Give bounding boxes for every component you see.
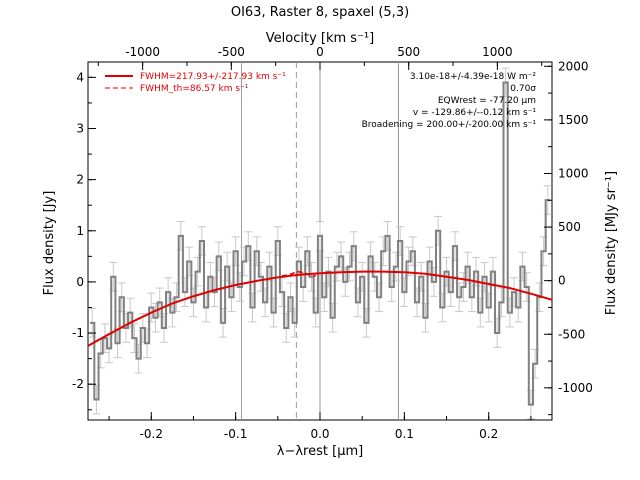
y-tick-label: 4 (76, 70, 84, 84)
x-axis-label: λ−λrest [μm] (277, 444, 363, 459)
x-tick-label: 0.1 (395, 427, 414, 441)
y-tick-label: 0 (76, 275, 84, 289)
legend: FWHM=217.93+/-217.93 km s⁻¹ FWHM_th=86.5… (105, 72, 286, 94)
top-tick-label: -1000 (125, 45, 160, 59)
top-tick-label: -500 (218, 45, 245, 59)
top-tick-label: 0 (316, 45, 324, 59)
y-tick-label: -2 (72, 377, 84, 391)
annotation-broadening: Broadening = 200.00+/-200.00 km s⁻¹ (362, 120, 537, 130)
fit-annotations: 3.10e-18+/-4.39e-18 W m⁻² 0.70σ EQWrest … (362, 72, 537, 130)
right-tick-label: 500 (558, 220, 581, 234)
top-tick-label: 1000 (482, 45, 513, 59)
top-axis-label: Velocity [km s⁻¹] (266, 31, 374, 46)
legend-fwhm-th-label: FWHM_th=86.57 km s⁻¹ (140, 84, 249, 94)
right-tick-label: 0 (558, 274, 566, 288)
y-tick-label: 3 (76, 121, 84, 135)
x-tick-label: 0.2 (479, 427, 498, 441)
right-tick-label: 1000 (558, 166, 589, 180)
y-tick-label: 2 (76, 173, 84, 187)
right-tick-label: -500 (558, 327, 585, 341)
spectrum-histogram (90, 81, 550, 406)
series-group (87, 67, 553, 420)
right-tick-label: 1500 (558, 113, 589, 127)
annotation-line-flux: 3.10e-18+/-4.39e-18 W m⁻² (410, 72, 537, 82)
right-axis-label: Flux density [MJy sr⁻¹] (604, 171, 619, 315)
gaussian-fit-line (87, 270, 553, 347)
top-tick-label: 500 (397, 45, 420, 59)
axis-ticks: -0.2 -0.1 0.0 0.1 0.2 -2 -1 0 1 2 3 4 -1000 -500 0 500 1… (72, 45, 593, 441)
right-tick-label: -1000 (558, 381, 593, 395)
right-tick-label: 2000 (558, 59, 589, 73)
y-tick-label: 1 (76, 224, 84, 238)
y-tick-label: -1 (72, 326, 84, 340)
annotation-eqw: EQWrest = -77.20 μm (438, 96, 536, 106)
x-tick-label: -0.1 (224, 427, 247, 441)
legend-fwhm-label: FWHM=217.93+/-217.93 km s⁻¹ (140, 72, 286, 82)
thermal-fit-line (281, 270, 316, 277)
annotation-sigma: 0.70σ (510, 84, 536, 94)
x-tick-label: -0.2 (140, 427, 163, 441)
annotation-velocity: v = -129.86+/--0.12 km s⁻¹ (413, 108, 537, 118)
chart-title: OI63, Raster 8, spaxel (5,3) (231, 5, 409, 20)
x-tick-label: 0.0 (310, 427, 329, 441)
y-axis-label: Flux density [Jy] (42, 191, 57, 296)
